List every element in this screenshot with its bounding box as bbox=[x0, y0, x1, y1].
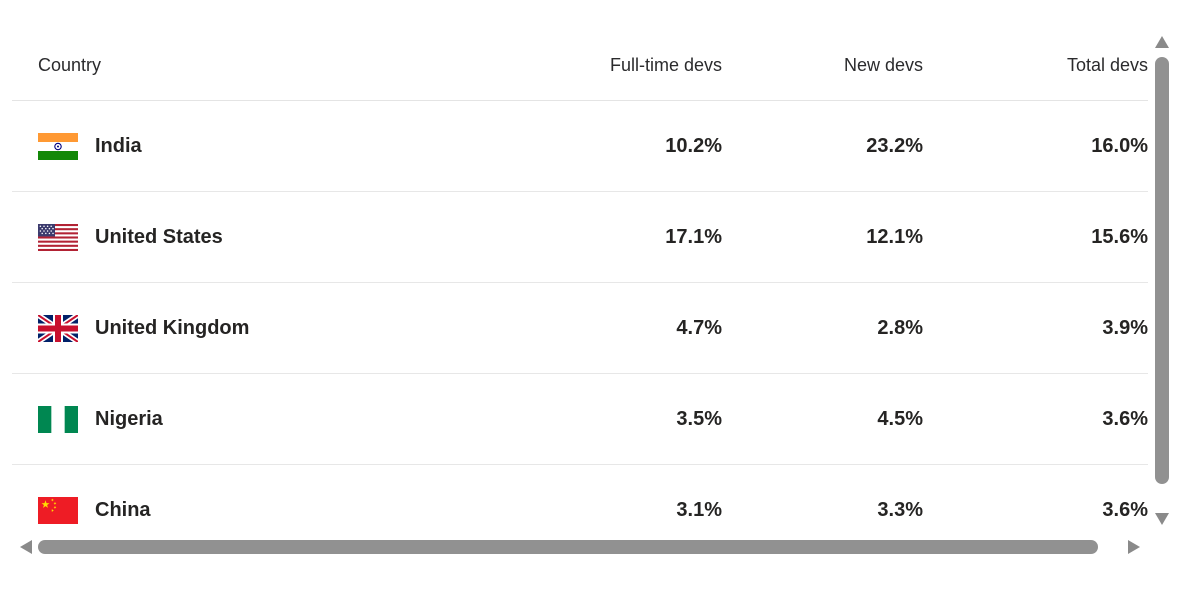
table-row-india[interactable]: India 10.2% 23.2% 16.0% bbox=[12, 101, 1148, 192]
country-cell: India bbox=[12, 132, 522, 160]
china-flag-icon bbox=[38, 497, 78, 524]
fulltime-devs-value: 3.5% bbox=[676, 407, 722, 430]
total-devs-value: 15.6% bbox=[1091, 225, 1148, 248]
column-header-total-devs[interactable]: Total devs bbox=[1066, 54, 1148, 75]
country-name: Nigeria bbox=[95, 407, 163, 430]
column-header-fulltime-devs[interactable]: Full-time devs bbox=[609, 54, 722, 75]
column-header-country[interactable]: Country bbox=[38, 54, 102, 75]
new-devs-value: 2.8% bbox=[877, 316, 923, 339]
country-cell: Nigeria bbox=[12, 405, 522, 433]
fulltime-devs-value: 17.1% bbox=[665, 225, 722, 248]
table-row-united-kingdom[interactable]: United Kingdom 4.7% 2.8% 3.9% bbox=[12, 283, 1148, 374]
total-devs-value: 3.9% bbox=[1102, 316, 1148, 339]
horizontal-scroll-thumb[interactable] bbox=[38, 540, 1098, 554]
nigeria-flag-icon bbox=[38, 405, 78, 433]
table-row-united-states[interactable]: United States 17.1% 12.1% 15.6% bbox=[12, 192, 1148, 283]
scroll-left-arrow-icon[interactable] bbox=[20, 540, 32, 554]
new-devs-value: 3.3% bbox=[877, 499, 923, 521]
scroll-up-arrow-icon[interactable] bbox=[1155, 36, 1169, 48]
new-devs-value: 12.1% bbox=[866, 225, 923, 248]
country-devs-table: Country Full-time devs New devs Total de… bbox=[12, 30, 1148, 532]
total-devs-value: 16.0% bbox=[1091, 134, 1148, 157]
united-kingdom-flag-icon bbox=[38, 314, 78, 342]
fulltime-devs-value: 10.2% bbox=[665, 134, 722, 157]
table-row-nigeria[interactable]: Nigeria 3.5% 4.5% 3.6% bbox=[12, 374, 1148, 465]
country-name: India bbox=[95, 134, 142, 157]
total-devs-value: 3.6% bbox=[1102, 407, 1148, 430]
table-row-china[interactable]: China 3.1% 3.3% 3.6% bbox=[12, 465, 1148, 532]
total-devs-value: 3.6% bbox=[1102, 499, 1148, 521]
new-devs-value: 23.2% bbox=[866, 134, 923, 157]
country-name: United States bbox=[95, 225, 223, 248]
scroll-down-arrow-icon[interactable] bbox=[1155, 513, 1169, 525]
india-flag-icon bbox=[38, 132, 78, 160]
country-cell: United Kingdom bbox=[12, 314, 522, 342]
scroll-right-arrow-icon[interactable] bbox=[1128, 540, 1140, 554]
fulltime-devs-value: 4.7% bbox=[676, 316, 722, 339]
united-states-flag-icon bbox=[38, 223, 78, 251]
country-name: China bbox=[95, 499, 151, 521]
new-devs-value: 4.5% bbox=[877, 407, 923, 430]
country-cell: China bbox=[12, 497, 522, 524]
vertical-scroll-thumb[interactable] bbox=[1155, 57, 1169, 484]
table-header: Country Full-time devs New devs Total de… bbox=[12, 30, 1148, 101]
country-cell: United States bbox=[12, 223, 522, 251]
fulltime-devs-value: 3.1% bbox=[676, 499, 722, 521]
column-header-new-devs[interactable]: New devs bbox=[843, 54, 923, 75]
country-name: United Kingdom bbox=[95, 316, 250, 339]
